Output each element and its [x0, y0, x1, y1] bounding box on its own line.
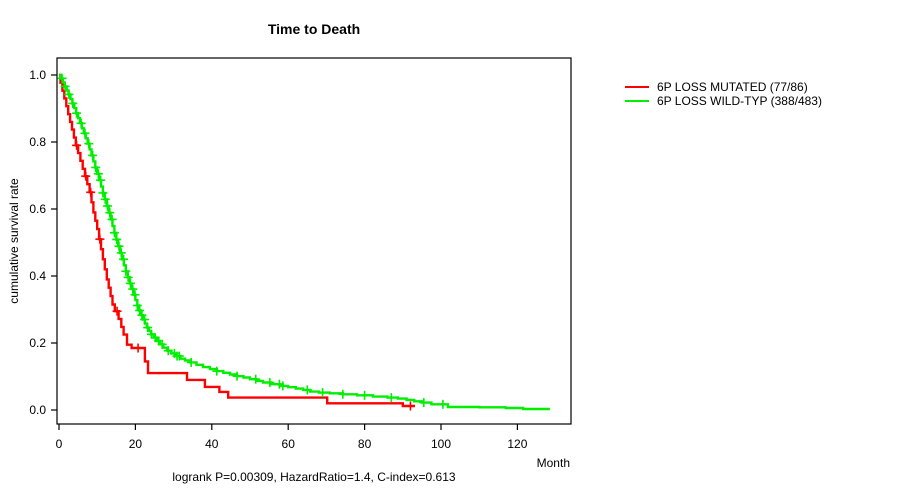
- x-tick-label: 40: [205, 437, 219, 451]
- chart-title: Time to Death: [267, 21, 361, 37]
- legend-label: 6P LOSS WILD-TYP (388/483): [657, 94, 822, 108]
- y-axis-label: cumulative survival rate: [7, 178, 21, 304]
- x-tick-label: 80: [358, 437, 372, 451]
- legend-item-wildtype: 6P LOSS WILD-TYP (388/483): [625, 94, 822, 108]
- x-tick-label: 100: [431, 437, 451, 451]
- survival-curve-mutated: [59, 73, 415, 408]
- legend-item-mutated: 6P LOSS MUTATED (77/86): [625, 80, 822, 94]
- y-tick-label: 1.0: [29, 68, 46, 82]
- y-tick-label: 0.6: [29, 202, 46, 216]
- legend: 6P LOSS MUTATED (77/86) 6P LOSS WILD-TYP…: [625, 80, 822, 108]
- y-tick-label: 0.4: [29, 269, 46, 283]
- x-tick-label: 20: [129, 437, 143, 451]
- y-tick-label: 0.0: [29, 403, 46, 417]
- legend-line-swatch-green: [625, 100, 649, 102]
- x-tick-label: 0: [56, 437, 63, 451]
- y-tick-label: 0.2: [29, 336, 46, 350]
- legend-label: 6P LOSS MUTATED (77/86): [657, 80, 808, 94]
- x-tick-label: 120: [507, 437, 527, 451]
- x-tick-label: 60: [282, 437, 296, 451]
- legend-line-swatch-red: [625, 86, 649, 88]
- survival-curve-wildtype: [59, 73, 550, 411]
- plot-box: [56, 57, 572, 425]
- x-axis-label: Month: [536, 456, 570, 470]
- y-tick-label: 0.8: [29, 135, 46, 149]
- stats-annotation: logrank P=0.00309, HazardRatio=1.4, C-in…: [172, 470, 456, 484]
